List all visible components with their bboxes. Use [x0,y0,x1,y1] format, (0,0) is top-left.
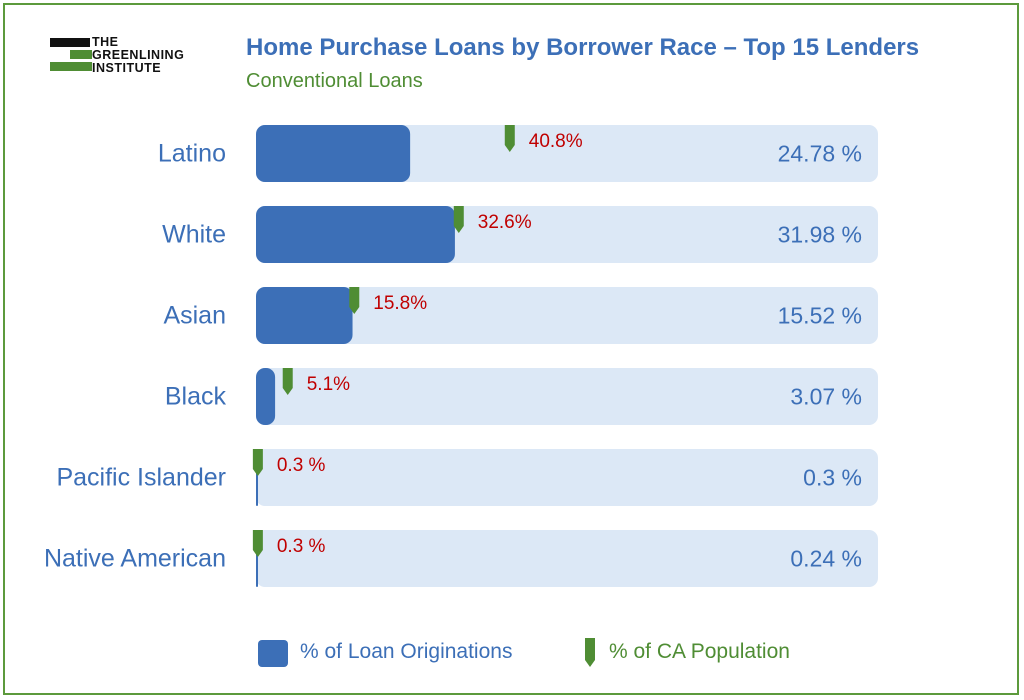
population-value-label: 32.6% [478,212,532,233]
loan-value-label: 15.52 % [778,303,862,329]
legend-loan-label: % of Loan Originations [300,640,513,663]
legend-marker-icon [585,638,595,667]
category-label: Latino [158,140,226,168]
chart-subtitle: Conventional Loans [246,70,423,92]
population-marker [504,125,515,152]
loan-value-label: 0.24 % [790,546,862,572]
chart-title: Home Purchase Loans by Borrower Race – T… [246,34,920,61]
category-label: Black [165,383,227,411]
population-value-label: 5.1% [307,374,350,395]
logo-text: THE GREENLINING INSTITUTE [92,35,185,75]
population-marker [252,449,263,476]
category-label: Asian [163,302,226,330]
loan-bar [256,287,353,344]
loan-value-label: 0.3 % [803,465,862,491]
category-label: Pacific Islander [56,464,226,492]
bar-track [256,449,878,506]
population-marker [349,287,360,314]
legend-loan-swatch [258,640,288,667]
population-value-label: 40.8% [529,131,583,152]
bar-track [256,368,878,425]
category-label: White [162,221,226,249]
loan-bar [256,206,455,263]
bar-track [256,287,878,344]
greenlining-logo: THE GREENLINING INSTITUTE [50,34,210,84]
loan-bar [256,368,276,425]
population-marker [453,206,464,233]
bar-track [256,125,878,182]
loan-value-label: 3.07 % [790,384,862,410]
population-value-label: 0.3 % [277,536,326,557]
population-marker [252,530,263,557]
population-value-label: 15.8% [373,293,427,314]
loan-value-label: 31.98 % [778,222,862,248]
bar-track [256,530,878,587]
population-value-label: 0.3 % [277,455,326,476]
legend-population-label: % of CA Population [609,640,790,663]
logo-bars-icon [50,34,94,78]
population-marker [282,368,293,395]
loan-value-label: 24.78 % [778,141,862,167]
category-label: Native American [44,545,226,573]
loan-bar [256,125,411,182]
